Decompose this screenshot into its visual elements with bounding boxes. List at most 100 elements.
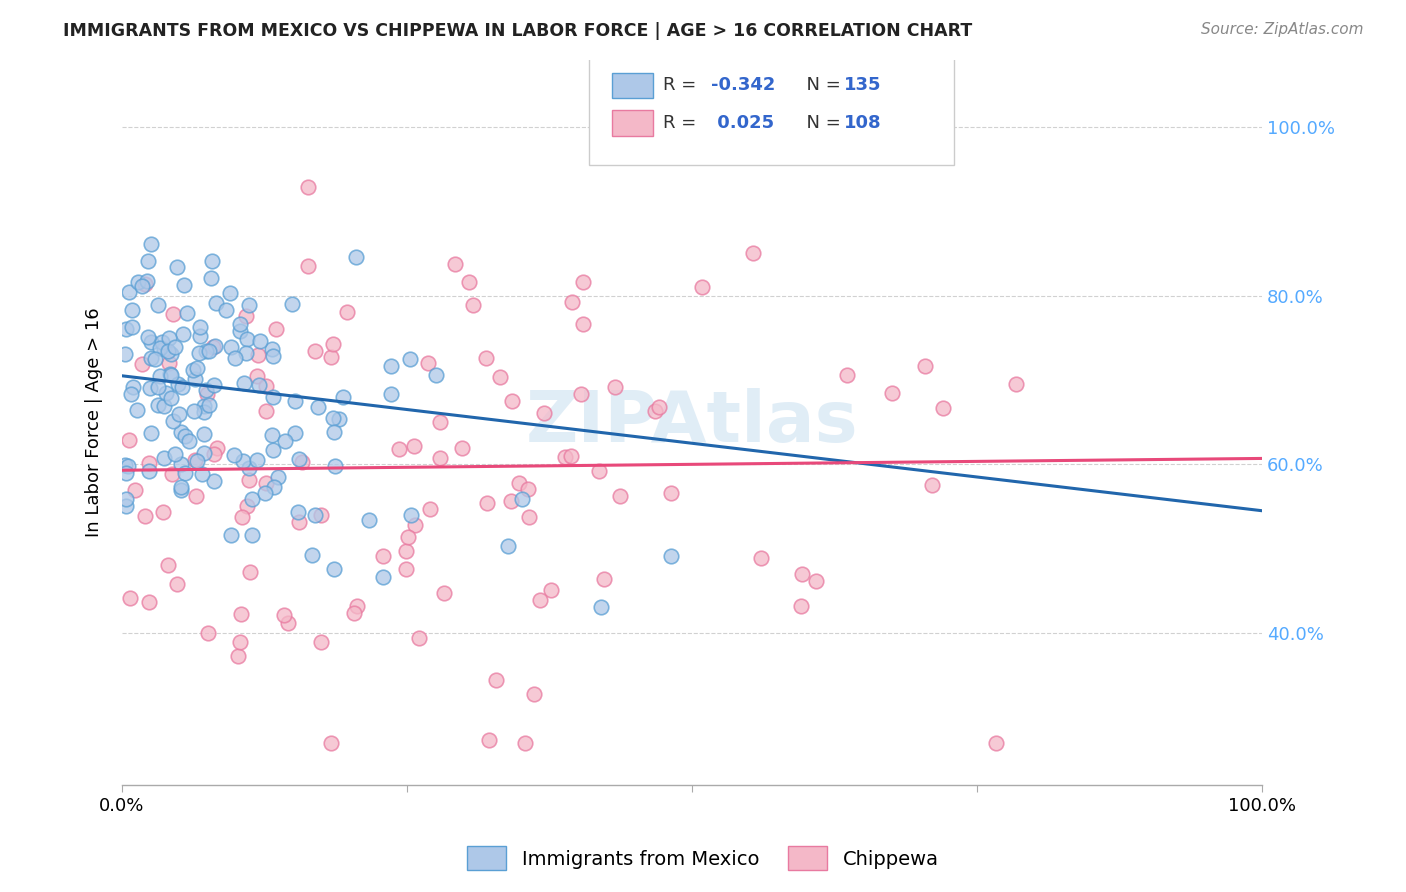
Point <box>201 254 224 268</box>
Point <box>232 454 254 468</box>
Point <box>153 343 176 357</box>
Text: 108: 108 <box>844 113 882 132</box>
Point <box>204 338 226 352</box>
Point <box>560 449 582 463</box>
Point <box>986 736 1008 750</box>
Point <box>195 387 218 401</box>
Point <box>160 467 183 481</box>
Point <box>186 454 208 468</box>
Point <box>280 297 302 311</box>
Point <box>1005 377 1028 392</box>
Text: ZIPAtlas: ZIPAtlas <box>526 388 858 457</box>
Point <box>163 446 186 460</box>
Point <box>288 452 311 467</box>
Point <box>359 513 381 527</box>
Point <box>496 539 519 553</box>
Point <box>932 401 955 416</box>
Point <box>136 330 159 344</box>
Point <box>121 303 143 318</box>
Point <box>183 404 205 418</box>
Legend: Immigrants from Mexico, Chippewa: Immigrants from Mexico, Chippewa <box>460 838 946 878</box>
Point <box>173 278 195 293</box>
Point <box>166 260 188 275</box>
Point <box>396 530 419 544</box>
Point <box>262 390 284 404</box>
Point <box>790 599 813 614</box>
Point <box>170 457 193 471</box>
Point <box>508 475 530 490</box>
Point <box>139 334 162 349</box>
Point <box>159 367 181 381</box>
Point <box>139 236 162 251</box>
Point <box>593 572 616 586</box>
Point <box>399 508 422 523</box>
Point <box>204 377 226 392</box>
Point <box>304 344 326 359</box>
Point <box>167 377 190 392</box>
Point <box>260 428 283 442</box>
Point <box>238 565 260 579</box>
Point <box>238 473 260 487</box>
Point <box>236 499 259 513</box>
Y-axis label: In Labor Force | Age > 16: In Labor Force | Age > 16 <box>86 308 103 537</box>
Point <box>247 378 270 392</box>
Point <box>297 259 319 273</box>
Point <box>790 567 813 582</box>
Point <box>159 368 181 382</box>
Point <box>332 391 354 405</box>
Point <box>475 496 498 510</box>
Point <box>254 403 277 417</box>
Point <box>540 583 562 598</box>
Point <box>262 442 284 457</box>
Point <box>134 277 156 291</box>
Point <box>195 344 218 359</box>
Point <box>433 586 456 600</box>
Point <box>322 336 344 351</box>
Point <box>120 387 142 401</box>
Point <box>202 340 225 354</box>
Point <box>451 441 474 455</box>
Point <box>167 407 190 421</box>
Point <box>404 439 426 453</box>
Point <box>226 649 249 664</box>
Point <box>236 332 259 346</box>
Point <box>173 429 195 443</box>
Point <box>284 425 307 440</box>
Point <box>124 483 146 497</box>
Text: N =: N = <box>794 76 846 94</box>
Text: IMMIGRANTS FROM MEXICO VS CHIPPEWA IN LABOR FORCE | AGE > 16 CORRELATION CHART: IMMIGRANTS FROM MEXICO VS CHIPPEWA IN LA… <box>63 22 973 40</box>
Point <box>170 425 193 439</box>
Point <box>138 456 160 470</box>
Point <box>837 368 859 382</box>
Point <box>166 577 188 591</box>
Point <box>117 458 139 473</box>
Point <box>254 485 277 500</box>
Point <box>157 330 180 344</box>
FancyBboxPatch shape <box>612 72 654 98</box>
Text: 135: 135 <box>844 76 882 94</box>
FancyBboxPatch shape <box>589 56 955 165</box>
Point <box>193 446 215 460</box>
Point <box>246 348 269 362</box>
Point <box>232 376 254 391</box>
Text: -0.342: -0.342 <box>711 76 776 94</box>
Point <box>238 298 260 312</box>
Point <box>591 600 613 615</box>
Point <box>609 489 631 503</box>
Point <box>501 393 523 408</box>
Text: R =: R = <box>664 113 703 132</box>
Point <box>149 341 172 355</box>
Point <box>193 405 215 419</box>
Point <box>231 509 253 524</box>
Point <box>309 508 332 523</box>
Text: N =: N = <box>794 113 846 132</box>
Point <box>513 736 536 750</box>
Point <box>309 635 332 649</box>
Point <box>114 347 136 361</box>
Text: 0.025: 0.025 <box>711 113 775 132</box>
Point <box>121 320 143 334</box>
Point <box>191 467 214 482</box>
Point <box>165 339 187 353</box>
Point <box>240 491 263 506</box>
Point <box>114 500 136 514</box>
